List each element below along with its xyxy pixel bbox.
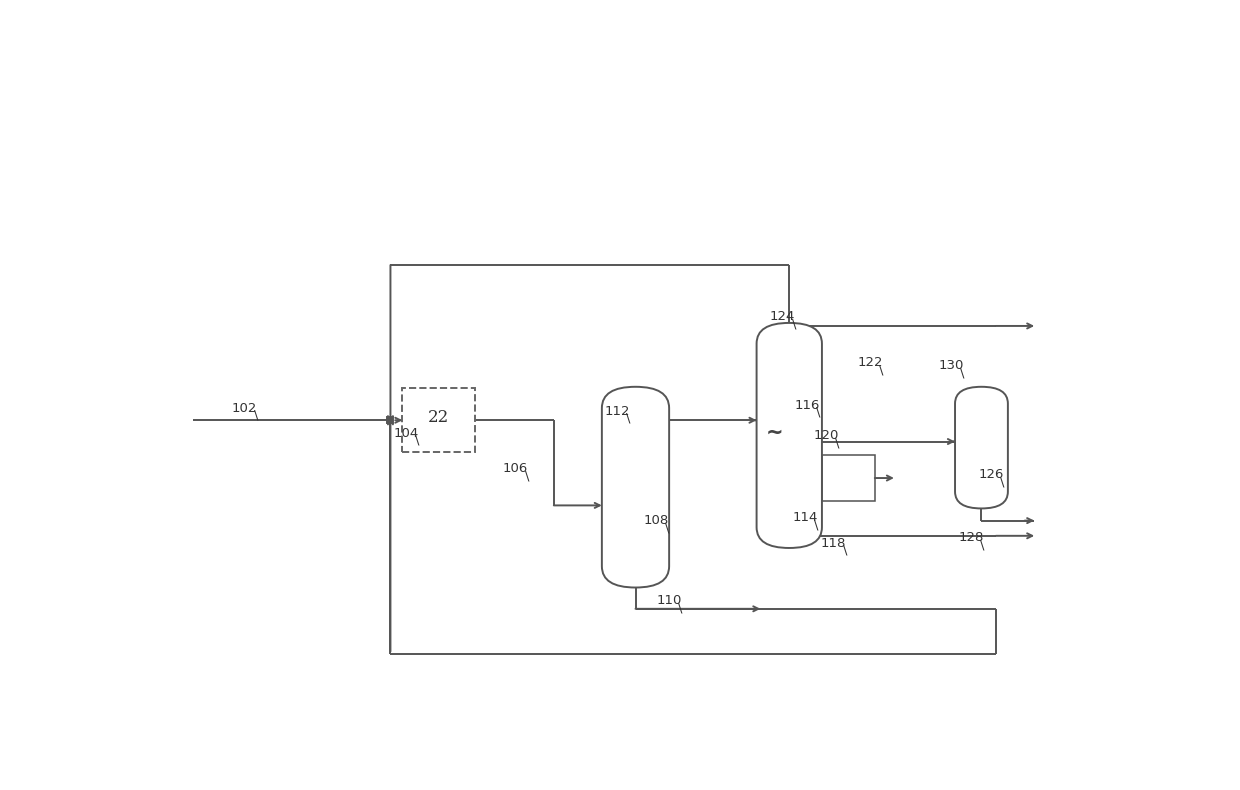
Text: \: \ bbox=[626, 412, 631, 425]
Bar bbox=[822, 455, 874, 501]
Text: ~: ~ bbox=[766, 423, 784, 442]
Text: 122: 122 bbox=[858, 356, 883, 369]
Text: 130: 130 bbox=[939, 359, 963, 372]
Text: 124: 124 bbox=[770, 310, 795, 323]
Text: 108: 108 bbox=[644, 514, 668, 527]
Text: 106: 106 bbox=[503, 462, 528, 476]
Text: 104: 104 bbox=[393, 427, 419, 439]
Text: \: \ bbox=[879, 363, 884, 376]
Text: \: \ bbox=[816, 406, 820, 419]
Text: \: \ bbox=[525, 470, 529, 483]
Text: \: \ bbox=[980, 539, 985, 551]
Text: 116: 116 bbox=[794, 398, 820, 412]
Text: \: \ bbox=[960, 367, 965, 379]
Text: \: \ bbox=[415, 434, 419, 447]
FancyBboxPatch shape bbox=[756, 323, 822, 548]
Text: 120: 120 bbox=[813, 429, 838, 442]
Text: 110: 110 bbox=[657, 594, 682, 608]
Text: 112: 112 bbox=[605, 404, 630, 418]
Text: \: \ bbox=[843, 544, 847, 557]
Text: \: \ bbox=[1001, 476, 1004, 489]
Text: 128: 128 bbox=[959, 531, 983, 544]
Text: 126: 126 bbox=[978, 468, 1004, 481]
Text: \: \ bbox=[835, 436, 839, 450]
Text: \: \ bbox=[791, 318, 796, 331]
Text: 22: 22 bbox=[428, 408, 449, 426]
FancyBboxPatch shape bbox=[955, 387, 1008, 509]
FancyBboxPatch shape bbox=[601, 387, 670, 588]
Bar bbox=[403, 389, 475, 452]
Text: \: \ bbox=[813, 518, 818, 532]
Text: 102: 102 bbox=[232, 401, 257, 415]
Text: \: \ bbox=[678, 602, 683, 615]
Text: 114: 114 bbox=[792, 511, 817, 524]
Text: \: \ bbox=[253, 409, 258, 422]
Text: 118: 118 bbox=[821, 536, 847, 550]
Text: \: \ bbox=[665, 521, 670, 534]
